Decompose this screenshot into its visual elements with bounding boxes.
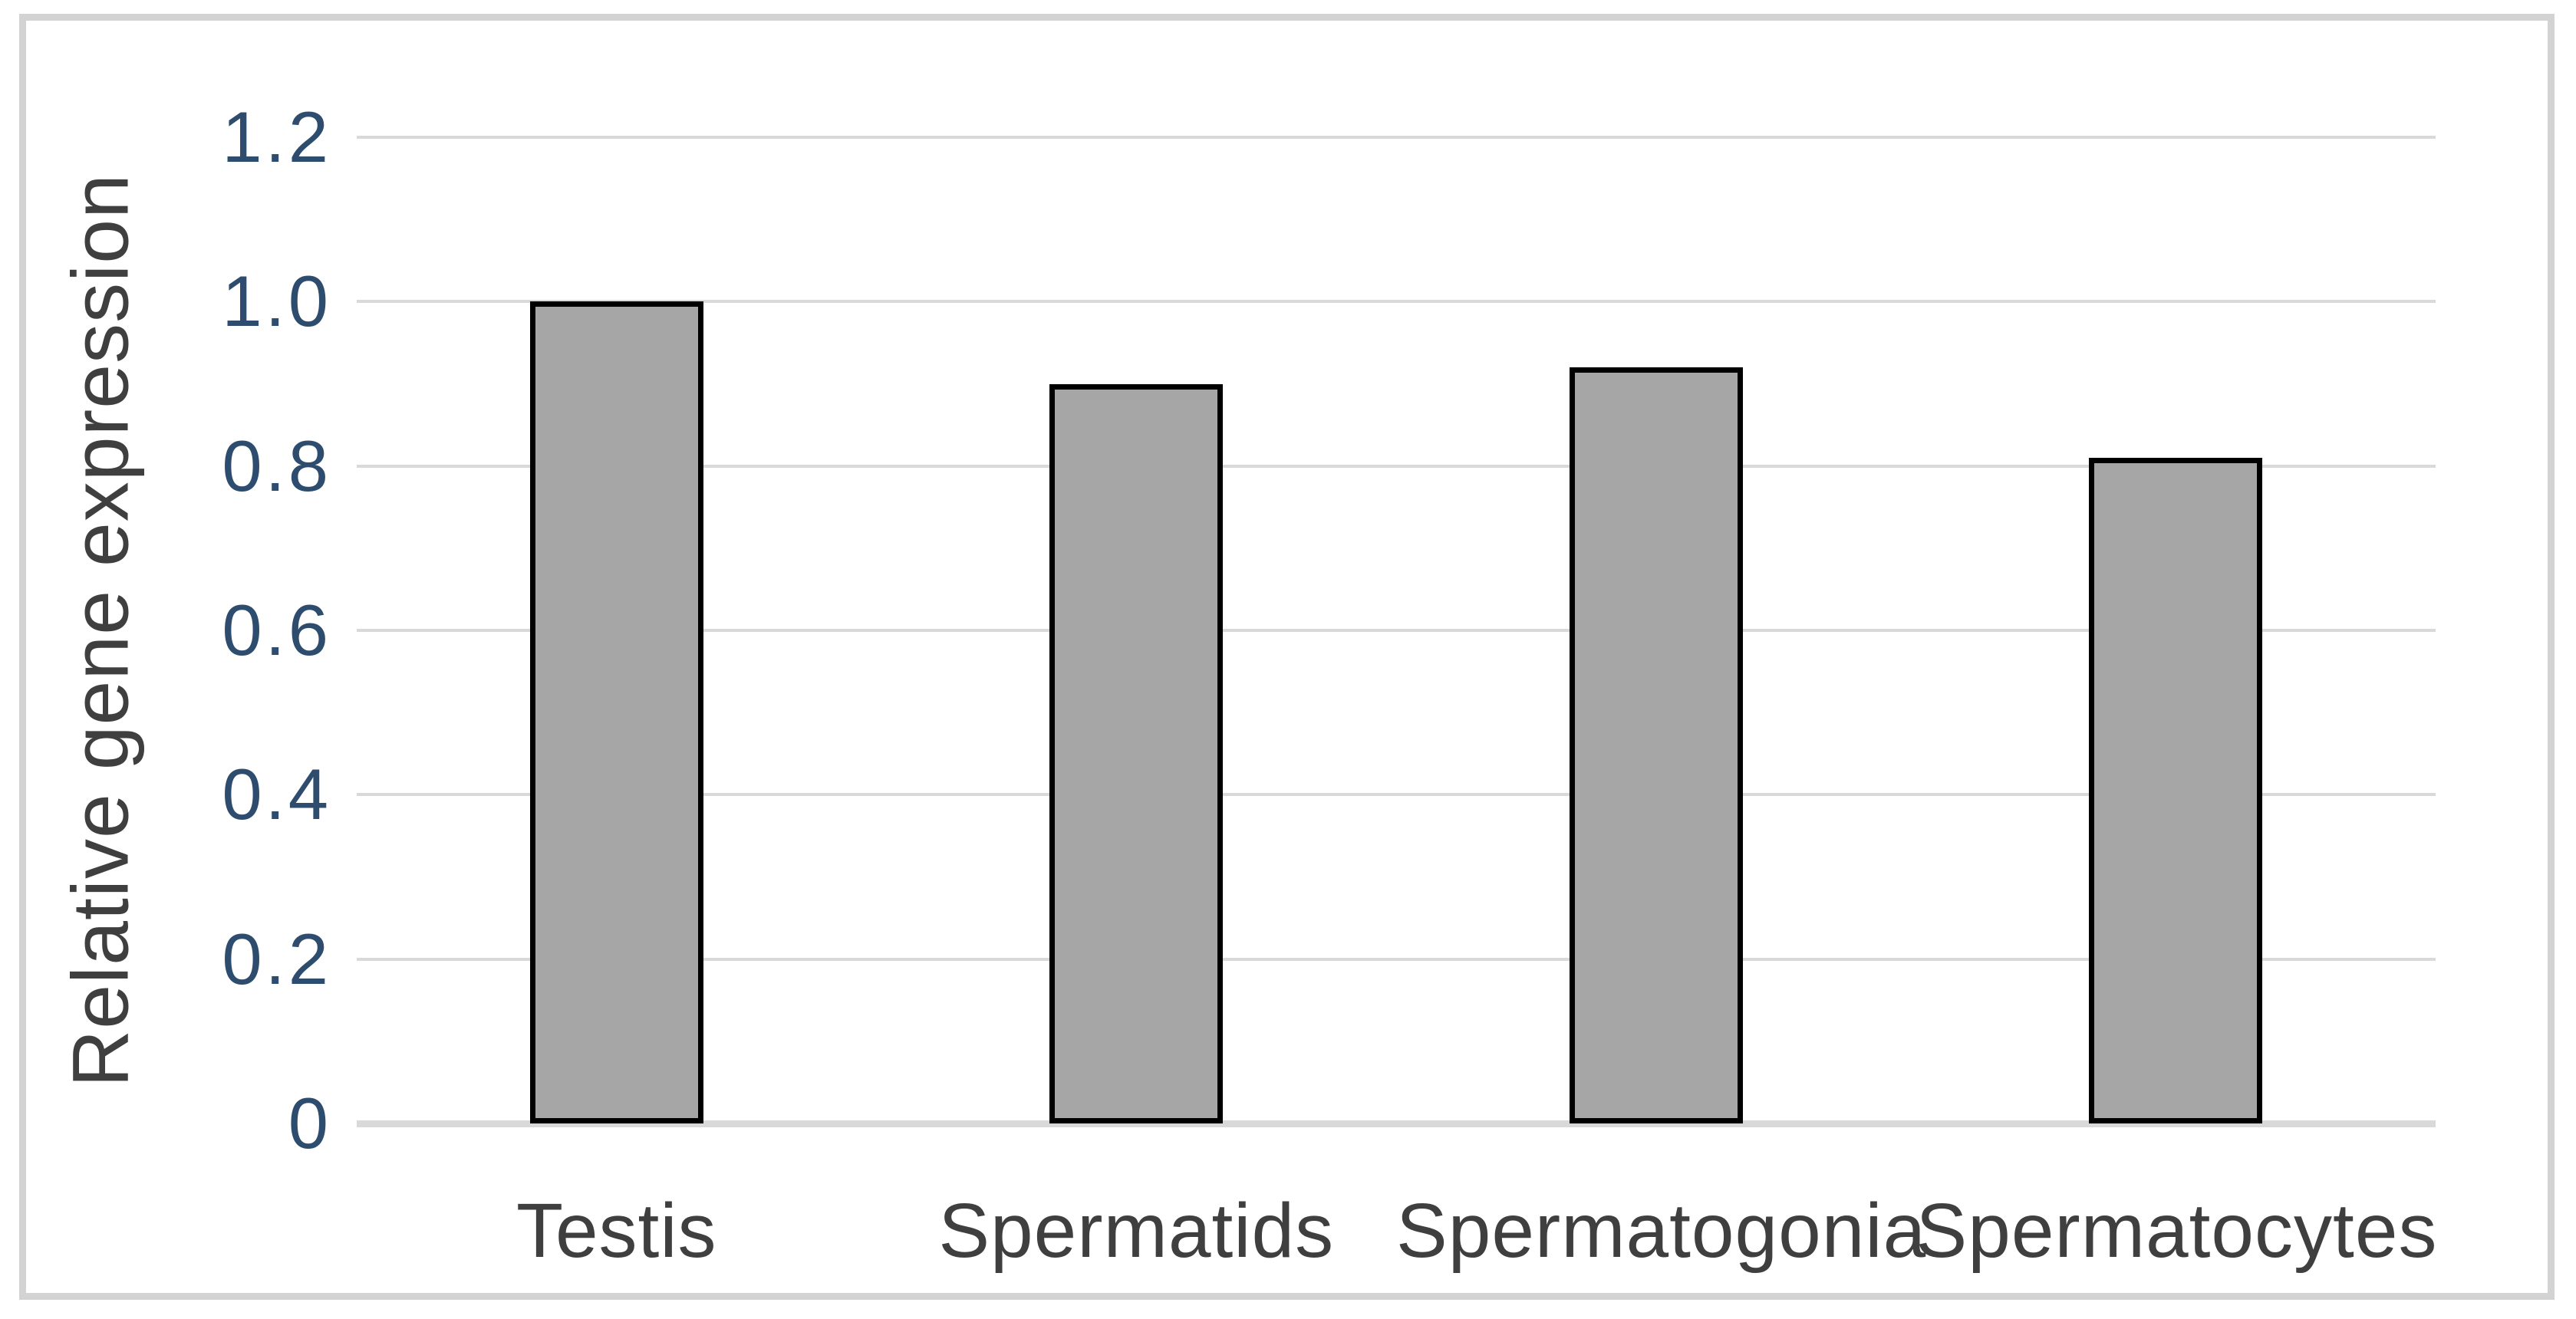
y-tick-label: 1.2 xyxy=(222,97,331,177)
y-tick-label: 0.2 xyxy=(222,918,331,999)
gridline xyxy=(357,136,2436,139)
x-axis-line xyxy=(357,1120,2436,1127)
gridline xyxy=(357,300,2436,304)
y-tick-label: 0.4 xyxy=(222,754,331,835)
x-category-label: Testis xyxy=(516,1188,717,1274)
gridline xyxy=(357,793,2436,797)
y-tick-label: 0.8 xyxy=(222,425,331,506)
bar-spermatogonia xyxy=(1569,367,1743,1123)
bar-spermatids xyxy=(1049,383,1224,1123)
gridline xyxy=(357,957,2436,961)
y-tick-label: 0.6 xyxy=(222,590,331,670)
bar-spermatocytes xyxy=(2089,457,2263,1123)
x-category-label: Spermatocytes xyxy=(1916,1188,2438,1274)
x-category-label: Spermatids xyxy=(938,1188,1335,1274)
gridline xyxy=(357,629,2436,632)
y-tick-label: 0 xyxy=(288,1083,331,1163)
y-tick-label: 1.0 xyxy=(222,261,331,342)
x-category-label: Spermatogonia xyxy=(1396,1188,1927,1274)
gridline xyxy=(357,464,2436,468)
bar-testis xyxy=(529,301,703,1123)
